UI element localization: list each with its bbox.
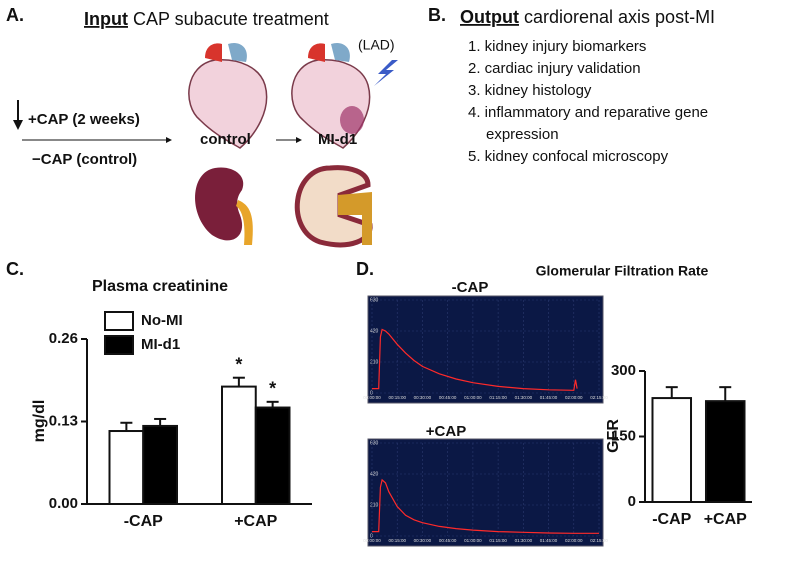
x-tick-label: 01:45:00	[540, 395, 558, 400]
bar	[108, 430, 145, 505]
panel-title: Output cardiorenal axis post-MI	[460, 7, 715, 27]
y-tick-label: 210	[370, 502, 379, 508]
y-axis-label: mg/dl	[31, 400, 48, 443]
x-tick-label: 01:45:00	[540, 538, 558, 543]
control-label: control	[200, 131, 251, 148]
list-item: 5. kidney confocal microscopy	[468, 148, 669, 165]
minus-cap-label: −CAP (control)	[32, 151, 137, 168]
panel-label: B.	[428, 5, 446, 25]
chart-title: +CAP	[426, 423, 466, 440]
y-tick-label: 0	[370, 533, 373, 539]
x-tick-label: 01:30:00	[515, 538, 533, 543]
panel-title: Glomerular Filtration Rate	[536, 263, 709, 279]
y-tick-label: 210	[370, 359, 379, 365]
x-tick-label: 01:15:00	[489, 538, 507, 543]
x-tick-label: 02:00:00	[565, 538, 583, 543]
legend-swatch	[104, 335, 134, 355]
x-tick-label: 01:15:00	[489, 395, 507, 400]
heart-control	[188, 42, 268, 149]
list-item: 3. kidney histology	[468, 82, 592, 99]
y-tick-label: 300	[611, 362, 636, 379]
panel-title: Input CAP subacute treatment	[84, 9, 329, 29]
x-tick-label: +CAP	[234, 513, 277, 530]
y-tick-label: 630	[370, 440, 379, 446]
x-tick-label: 00:30:00	[414, 395, 432, 400]
kidney-control	[195, 167, 253, 245]
arrow-head	[296, 137, 302, 143]
y-axis-label: GFR	[605, 419, 622, 453]
list-item: 2. cardiac injury validation	[468, 60, 641, 77]
title-rest: cardiorenal axis post-MI	[524, 7, 715, 27]
arrow-head	[166, 137, 172, 143]
chart-title: -CAP	[452, 279, 489, 296]
x-tick-label: 01:30:00	[515, 395, 533, 400]
x-tick-label: 00:45:00	[439, 395, 457, 400]
lad-label: (LAD)	[358, 37, 395, 53]
x-tick-label: 00:30:00	[414, 538, 432, 543]
list-item: 4. inflammatory and reparative gene expr…	[468, 104, 709, 143]
panel-label: A.	[6, 5, 24, 25]
x-tick-label: 01:00:00	[464, 395, 482, 400]
panel-label: D.	[356, 259, 374, 279]
bar	[142, 424, 178, 506]
legend-label: No-MI	[141, 312, 183, 329]
legend-label: MI-d1	[141, 336, 180, 353]
x-tick-label: 00:00:00	[363, 395, 381, 400]
mi-label: MI-d1	[318, 131, 357, 148]
y-tick-label: 630	[370, 297, 379, 303]
y-tick-label: 0	[628, 493, 636, 510]
plus-cap-label: +CAP (2 weeks)	[28, 111, 140, 128]
bar	[254, 406, 291, 505]
x-tick-label: 00:15:00	[388, 395, 406, 400]
y-tick-label: 420	[370, 328, 379, 334]
y-tick-label: 0.13	[49, 412, 78, 429]
y-tick-label: 0.00	[49, 495, 78, 512]
bar	[651, 397, 693, 503]
x-tick-label: -CAP	[652, 511, 691, 528]
x-tick-label: 02:00:00	[565, 395, 583, 400]
output-list: 1. kidney injury biomarkers 2. cardiac in…	[468, 36, 768, 168]
lightning-icon	[374, 60, 398, 86]
x-tick-label: 00:45:00	[439, 538, 457, 543]
x-tick-label: 02:15:00	[590, 395, 608, 400]
title-bold: Input	[84, 9, 128, 29]
y-tick-label: 0	[370, 390, 373, 396]
x-tick-label: 01:00:00	[464, 538, 482, 543]
annotation: *	[269, 379, 276, 399]
heart-mi	[291, 42, 371, 149]
list-item: 1. kidney injury biomarkers	[468, 38, 647, 55]
x-tick-label: 00:15:00	[388, 538, 406, 543]
title-rest: CAP subacute treatment	[133, 9, 329, 29]
plot-background	[367, 295, 604, 404]
legend-swatch	[104, 311, 134, 331]
x-tick-label: 00:00:00	[363, 538, 381, 543]
title-bold: Output	[460, 7, 519, 27]
panel-label: C.	[6, 259, 24, 279]
trace-line	[372, 478, 599, 534]
x-tick-label: +CAP	[704, 511, 747, 528]
plot-background	[367, 438, 604, 547]
y-tick-label: 420	[370, 471, 379, 477]
trace-line	[372, 328, 578, 391]
bar	[221, 385, 257, 506]
y-tick-label: 0.26	[49, 330, 78, 347]
kidney-mi	[294, 165, 373, 248]
arrow-head	[13, 120, 23, 130]
chart-title: Plasma creatinine	[92, 278, 228, 295]
y-tick-label: 150	[611, 427, 636, 444]
x-tick-label: 02:15:00	[590, 538, 608, 543]
x-tick-label: -CAP	[124, 513, 163, 530]
bar	[704, 400, 746, 504]
annotation: *	[235, 354, 242, 374]
